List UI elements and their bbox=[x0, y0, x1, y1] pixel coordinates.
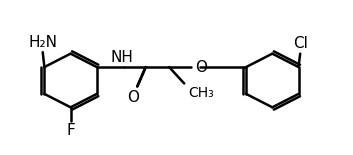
Text: O: O bbox=[195, 60, 207, 75]
Text: O: O bbox=[127, 90, 139, 105]
Text: H₂N: H₂N bbox=[28, 35, 57, 50]
Text: Cl: Cl bbox=[293, 36, 307, 51]
Text: CH₃: CH₃ bbox=[188, 86, 214, 100]
Text: F: F bbox=[66, 123, 75, 138]
Text: NH: NH bbox=[110, 50, 133, 65]
